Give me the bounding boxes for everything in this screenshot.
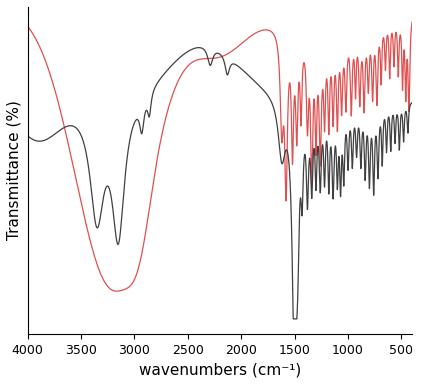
X-axis label: wavenumbers (cm⁻¹): wavenumbers (cm⁻¹)	[139, 362, 301, 377]
Y-axis label: Transmittance (%): Transmittance (%)	[7, 101, 22, 240]
